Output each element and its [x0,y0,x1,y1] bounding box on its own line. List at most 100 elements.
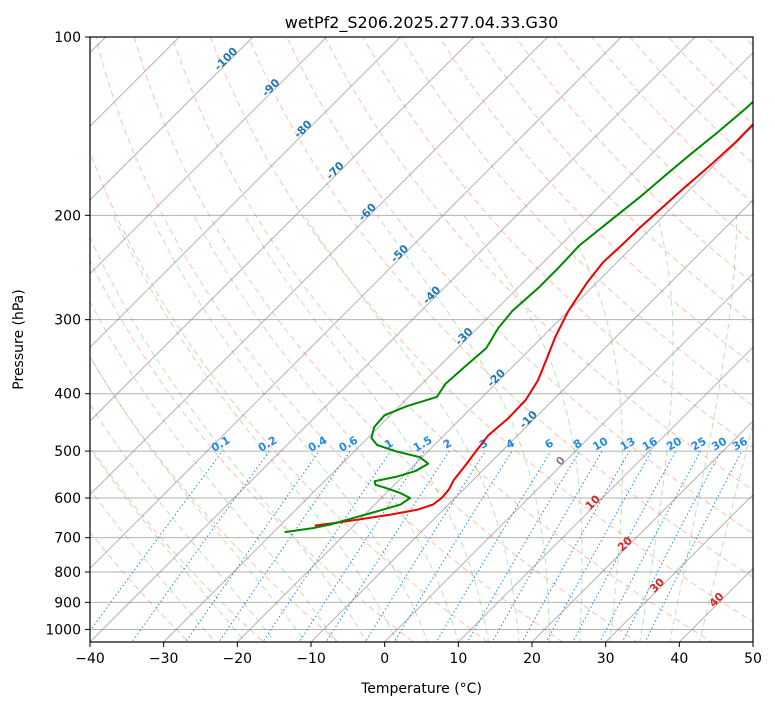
mixing-ratio-line [325,450,450,642]
mixing-ratio-label: 3 [477,437,490,452]
grid-layer [0,10,753,654]
dry-adiabat [400,37,753,407]
dry-adiabat [438,37,753,365]
dry-adiabat [90,445,265,642]
mixing-ratio-line [491,450,603,642]
x-tick-label: 30 [597,651,615,667]
isotherm-gridline [310,199,753,642]
chart-title: wetPf2_S206.2025.277.04.33.G30 [285,13,559,33]
mixing-ratio-line [262,450,392,642]
isotherm-gridline [90,37,549,496]
x-tick-label: 0 [380,651,389,667]
mixing-ratio-line [435,450,552,642]
temperature-profile-line [314,122,753,527]
tick-layer: −40 −30 −20 −10 0 10 20 30 40 50 1000 900 800 700 600 5… [45,30,762,667]
y-tick-label: 400 [54,387,81,403]
x-axis-label: Temperature (°C) [360,681,482,697]
isotherm-label: -60 [356,200,379,223]
mixing-ratio-label: 4 [504,436,517,451]
mixing-ratio-line [621,450,722,642]
isotherm-gridline [90,37,696,642]
mixing-ratio-line [218,450,351,642]
isotherm-label: -10 [517,408,540,431]
moist-adiabat [193,215,459,642]
dry-adiabat [90,150,489,642]
isotherm-label: -30 [452,325,475,348]
moist-adiabat [112,215,398,642]
y-tick-label: 700 [54,531,81,547]
dry-adiabat [705,37,753,86]
mixing-ratio-line [298,450,425,642]
mixing-ratio-label: 6 [543,436,556,451]
isotherm-label: -80 [291,117,314,140]
isotherm-gridline [604,493,753,642]
dry-adiabat [362,37,753,449]
plot-frame [89,36,754,643]
mixing-ratio-line [90,450,223,632]
isotherm-gridline [236,125,753,642]
x-tick-label: −30 [149,651,179,667]
dry-adiabat [477,37,753,325]
moist-adiabat [90,488,216,642]
isotherm-gridline [90,37,402,349]
isotherm-gridline [162,51,753,642]
moist-adiabat [304,215,520,642]
moist-adiabat [90,447,246,642]
moist-adiabat [90,300,337,642]
y-tick-label: 900 [54,595,81,611]
isotherm-label: -50 [388,242,411,265]
x-tick-label: 40 [670,651,688,667]
y-axis-label: Pressure (hPa) [11,289,27,389]
isotherm-gridline [383,272,753,642]
y-tick-label: 200 [54,208,81,224]
moist-adiabat [90,355,306,642]
mixing-ratio-line [185,450,320,642]
profile-layer [284,100,753,534]
isotherm-label: -90 [259,76,282,99]
moist-adiabat [90,403,276,642]
mixing-ratio-line [545,450,653,642]
x-tick-label: 20 [523,651,541,667]
moist-adiabat [463,215,583,642]
isotherm-label: -100 [212,44,241,73]
isotherm-gridline [90,37,181,128]
y-tick-label: 100 [54,30,81,46]
isotherm-gridline [752,641,753,642]
x-tick-label: −20 [223,651,253,667]
moist-adiabat [669,215,738,642]
x-tick-label: −40 [75,651,105,667]
dry-adiabat [90,259,414,642]
y-tick-label: 600 [54,491,81,507]
moist-adiabat [90,236,367,642]
y-tick-label: 800 [54,565,81,581]
dry-adiabat [324,37,753,491]
x-tick-label: 50 [744,651,762,667]
isotherm-gridline [0,10,59,654]
isotherm-label: 10 [583,492,603,512]
mixing-ratio-label: 2 [441,437,454,452]
mixing-ratio-line [131,450,270,642]
y-tick-label: 500 [54,444,81,460]
dry-adiabat [248,37,753,578]
isotherm-gridline [678,567,753,642]
isotherm-gridline [531,420,753,642]
dry-adiabat [133,37,638,642]
isotherm-gridline [90,37,475,422]
y-tick-label: 1000 [45,622,81,638]
isotherm-label: 20 [615,534,635,554]
mixing-ratio-line [466,450,580,642]
mixing-ratio-line [644,450,743,642]
isotherm-gridline [90,37,623,570]
moist-adiabat [561,215,624,642]
mixing-ratio-line [393,450,513,642]
dry-adiabat [667,37,753,125]
isotherm-label: -20 [485,366,508,389]
x-tick-label: −10 [296,651,326,667]
dewpoint-profile-line [284,100,753,534]
x-tick-label: 10 [449,651,467,667]
y-tick-label: 300 [54,313,81,329]
dry-adiabat [171,37,713,642]
dry-adiabat [95,37,564,642]
isotherm-label: 40 [707,590,727,610]
